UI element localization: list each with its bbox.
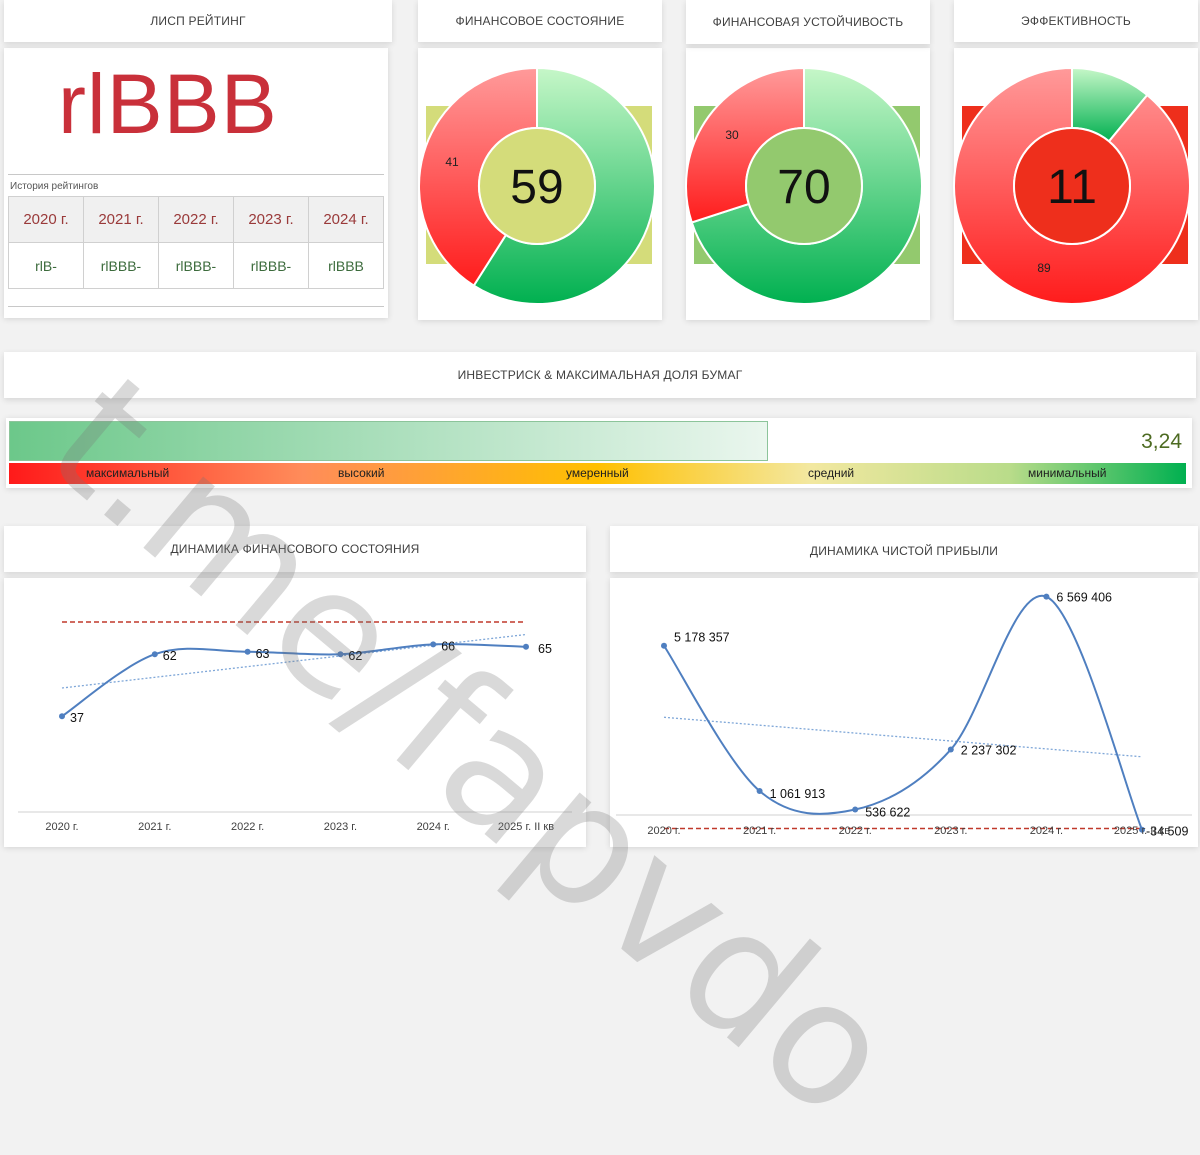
chart-point [430,641,437,648]
scale-label-medium: средний [808,466,855,480]
scale-label-moderate: умеренный [566,466,629,480]
gauge-value-label: 11 [1047,161,1097,214]
rating-history-table: 2020 г. 2021 г. 2022 г. 2023 г. 2024 г. … [8,196,384,289]
chart-category-label: 2025 г. II кв [1114,825,1170,837]
chart-point [523,643,529,650]
chart-series-line [61,643,527,718]
invest-risk-header-label: ИНВЕСТРИСК & МАКСИМАЛЬНАЯ ДОЛЯ БУМАГ [457,368,743,382]
history-rating: rlBBB- [158,242,234,289]
chart-category-label: 2021 г. [138,821,171,833]
gauge-remainder-label: 89 [1037,261,1051,275]
chart-point [1043,593,1050,600]
chart-data-label: 2 237 302 [961,744,1017,758]
invest-risk-value: 3,24 [1141,430,1182,453]
dyn-profit-panel [610,578,1198,847]
scale-label-high: высокий [338,466,385,480]
history-rating: rlBBB- [83,242,159,289]
chart-point [661,642,667,649]
chart-series-line [663,594,1143,831]
dyn-profit-header-label: ДИНАМИКА ЧИСТОЙ ПРИБЫЛИ [809,544,999,558]
chart-category-label: 2022 г. [231,821,264,833]
chart-data-label: 6 569 406 [1056,591,1112,605]
history-rating: rlBBB [308,242,384,289]
chart-point [151,651,158,658]
rating-value: rlBBB [58,57,278,151]
chart-data-label: 66 [441,639,455,653]
history-rating: rlB- [8,242,84,289]
fin-state-header: ФИНАНСОВОЕ СОСТОЯНИЕ [418,0,662,42]
dyn-profit-header: ДИНАМИКА ЧИСТОЙ ПРИБЫЛИ [610,526,1198,572]
gauge-remainder-label: 30 [725,128,739,142]
chart-category-label: 2023 г. [934,825,967,837]
chart-category-label: 2021 г. [743,825,776,837]
rating-history-years-row: 2020 г. 2021 г. 2022 г. 2023 г. 2024 г. [8,196,384,243]
fin-state-header-label: ФИНАНСОВОЕ СОСТОЯНИЕ [455,14,625,28]
chart-point [756,788,763,795]
dyn-fin-header: ДИНАМИКА ФИНАНСОВОГО СОСТОЯНИЯ [4,526,586,572]
history-year: 2022 г. [158,196,234,243]
chart-data-label: 65 [538,642,552,656]
chart-category-label: 2024 г. [1030,825,1063,837]
chart-category-label: 2020 г. [647,825,680,837]
gauge-remainder-label: 41 [445,155,459,169]
invest-risk-header: ИНВЕСТРИСК & МАКСИМАЛЬНАЯ ДОЛЯ БУМАГ [4,352,1196,398]
chart-trendline [61,633,527,689]
rating-header: ЛИСП РЕЙТИНГ [4,0,392,42]
chart-data-label: 5 178 357 [674,631,730,645]
chart-category-label: 2020 г. [45,821,78,833]
dyn-fin-header-label: ДИНАМИКА ФИНАНСОВОГО СОСТОЯНИЯ [170,542,420,556]
chart-point [947,746,954,753]
rating-history-values-row: rlB- rlBBB- rlBBB- rlBBB- rlBBB [8,242,384,289]
dyn-fin-panel [4,578,586,847]
rating-header-label: ЛИСП РЕЙТИНГ [150,14,246,28]
chart-category-label: 2024 г. [417,821,450,833]
gauge-center [478,127,596,245]
chart-category-label: 2022 г. [839,825,872,837]
invest-risk-scale [9,463,1186,484]
gauges-canvas: 59 41 70 30 11 89 [418,66,1191,305]
scale-label-min: минимальный [1028,466,1107,480]
gauge-center [1013,127,1131,245]
history-year: 2024 г. [308,196,384,243]
history-year: 2023 г. [233,196,309,243]
gauge-center [745,127,863,245]
efficiency-header: ЭФФЕКТИВНОСТЬ [954,0,1198,42]
chart-point [337,651,344,658]
chart-data-label: 1 061 913 [770,787,826,801]
chart-data-label: 62 [348,649,362,663]
rating-history-title: История рейтингов [10,181,99,192]
invest-risk-fill-bar [9,421,768,461]
chart-data-label: -34 509 [1146,825,1188,839]
rating-top-divider [8,174,384,175]
chart-point [59,713,65,720]
chart-data-label: 536 622 [865,806,910,820]
fin-stability-header-label: ФИНАНСОВАЯ УСТОЙЧИВОСТЬ [712,15,904,29]
chart-point [1139,826,1145,833]
scale-label-max: максимальный [86,466,170,480]
history-rating: rlBBB- [233,242,309,289]
chart-point [244,648,251,655]
chart-data-label: 62 [163,649,177,663]
gauge-value-label: 70 [777,161,830,214]
chart-point [852,806,859,813]
gauge-value-label: 59 [510,161,563,214]
rating-bottom-divider [8,306,384,307]
chart-trendline [663,716,1143,758]
chart-data-label: 63 [256,647,270,661]
charts-canvas: 37 2020 г. 62 2021 г. 63 2022 г. 62 2023 г. 66 20… [18,591,1192,839]
fin-stability-header: ФИНАНСОВАЯ УСТОЙЧИВОСТЬ [686,0,930,44]
chart-category-label: 2025 г. II кв [498,821,554,833]
chart-data-label: 37 [70,711,84,725]
efficiency-header-label: ЭФФЕКТИВНОСТЬ [1021,14,1131,28]
chart-category-label: 2023 г. [324,821,357,833]
